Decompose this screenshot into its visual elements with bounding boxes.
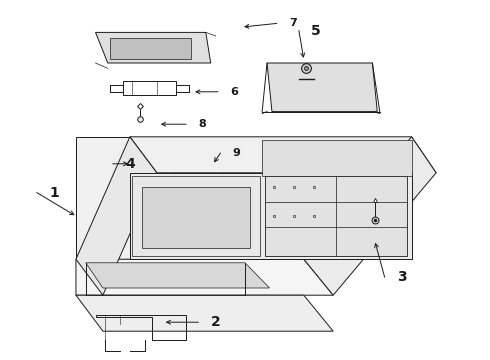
Polygon shape [76, 137, 130, 259]
Text: 5: 5 [311, 24, 321, 37]
Polygon shape [110, 38, 191, 59]
Text: 4: 4 [125, 157, 135, 171]
Polygon shape [86, 263, 270, 288]
Text: 6: 6 [230, 87, 238, 97]
Text: 7: 7 [289, 18, 297, 28]
Polygon shape [262, 140, 412, 176]
Polygon shape [132, 176, 260, 256]
Polygon shape [265, 176, 407, 256]
Text: 9: 9 [233, 148, 241, 158]
Polygon shape [304, 137, 436, 295]
Polygon shape [130, 137, 436, 173]
Polygon shape [130, 173, 412, 259]
Text: 1: 1 [49, 186, 59, 199]
Polygon shape [267, 63, 377, 112]
Polygon shape [76, 137, 157, 295]
Polygon shape [76, 259, 333, 295]
Text: 3: 3 [397, 270, 407, 284]
Polygon shape [96, 32, 211, 63]
Polygon shape [76, 295, 333, 331]
Text: 8: 8 [198, 119, 206, 129]
Polygon shape [174, 158, 223, 185]
Polygon shape [142, 187, 250, 248]
Text: 2: 2 [211, 315, 220, 329]
